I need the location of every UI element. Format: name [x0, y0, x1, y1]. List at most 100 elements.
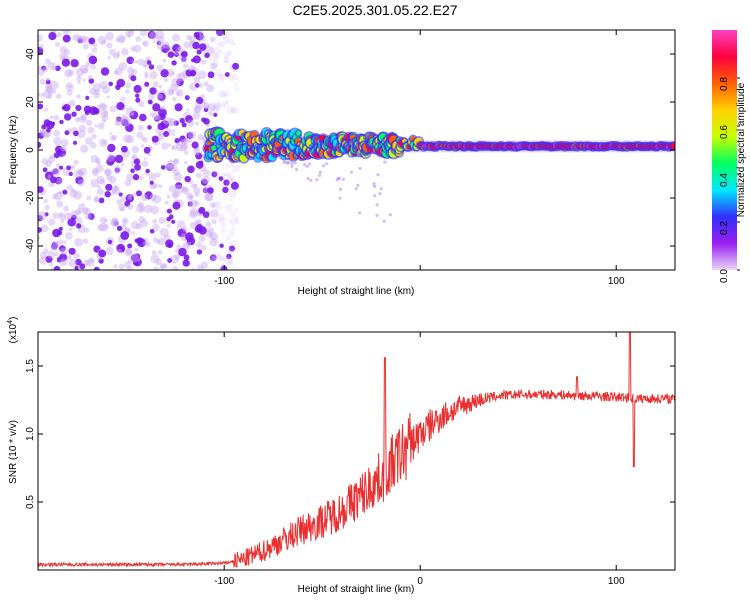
- spectrogram-noise-blob: [75, 258, 82, 266]
- spectrogram-band-blob: [211, 145, 217, 151]
- spectrogram-noise-blob: [97, 104, 101, 108]
- spectrogram-noise-blob: [60, 144, 67, 152]
- spectrogram-noise-blob: [195, 218, 202, 225]
- spectrogram-noise-blob: [161, 142, 169, 150]
- spectrogram-noise-blob: [149, 228, 155, 234]
- spectrogram-noise-blob: [68, 100, 76, 107]
- snr-ytick-label: 1.0: [25, 427, 36, 441]
- spectrogram-noise-blob: [149, 193, 157, 202]
- spectrogram-noise-blob: [107, 56, 111, 60]
- spectrogram-noise-blob: [63, 212, 72, 221]
- spectrogram-noise-blob: [171, 71, 175, 75]
- spectrogram-noise-blob: [193, 76, 201, 84]
- spectrogram-noise-blob: [188, 35, 196, 43]
- spectrogram-noise-blob: [50, 242, 60, 252]
- spectrogram-noise-blob: [223, 59, 229, 64]
- spectrogram-streak: [375, 203, 379, 207]
- spectrogram-noise-blob: [181, 186, 185, 190]
- spectrogram-noise-blob: [96, 188, 104, 196]
- spectrogram-noise-blob: [68, 247, 76, 255]
- spectrogram-noise-blob: [135, 93, 140, 98]
- spectrogram-noise-blob: [63, 49, 71, 56]
- spectrogram-noise-blob: [147, 152, 151, 157]
- spectrogram-streak: [295, 167, 299, 172]
- spectrogram-noise-blob: [217, 74, 225, 82]
- spectrogram-noise-blob: [105, 183, 113, 191]
- spectrogram-noise-blob: [126, 56, 135, 65]
- spectrogram-noise-blob: [62, 34, 71, 43]
- spectrogram-noise-blob: [231, 169, 235, 173]
- spectrogram-noise-blob: [77, 208, 83, 213]
- spectrogram-noise-blob: [70, 188, 76, 194]
- spectrogram-streak: [286, 161, 290, 165]
- spectrogram-noise-blob: [44, 204, 50, 211]
- spectrogram-noise-blob: [181, 142, 189, 151]
- spectrogram-noise-blob: [80, 116, 87, 124]
- spectrogram-noise-blob: [209, 202, 216, 208]
- spectrogram-noise-blob: [197, 134, 204, 141]
- spectrogram-noise-blob: [124, 261, 132, 269]
- spectrogram-noise-blob: [90, 154, 99, 164]
- spectrogram-noise-blob: [47, 62, 56, 70]
- spectrogram-noise-blob: [182, 259, 190, 267]
- spectrogram-noise-blob: [99, 81, 108, 89]
- spectrogram-noise-blob: [188, 195, 193, 199]
- colorbar-gradient: [712, 30, 737, 270]
- spectrogram-noise-blob: [172, 168, 180, 176]
- spectrogram-noise-blob: [168, 46, 173, 51]
- spectrogram-noise-blob: [217, 49, 223, 55]
- spectrogram-streak: [341, 177, 345, 181]
- spectrogram-noise-blob: [134, 247, 139, 252]
- spectrogram-noise-blob: [53, 136, 62, 146]
- spectrogram-noise-blob: [154, 114, 161, 121]
- spectrogram-xtick-label: -100: [214, 276, 234, 287]
- spectrogram-noise-blob: [70, 164, 76, 170]
- spectrogram-noise-blob: [55, 65, 61, 72]
- spectrogram-noise-blob: [122, 117, 131, 127]
- spectrogram-noise-blob: [156, 36, 165, 44]
- spectrogram-noise-blob: [47, 88, 55, 95]
- spectrogram-noise-blob: [39, 78, 46, 85]
- spectrogram-noise-blob: [68, 258, 77, 268]
- spectrogram-noise-blob: [168, 185, 177, 193]
- spectrogram-noise-blob: [77, 37, 83, 44]
- spectrogram-noise-blob: [38, 215, 43, 222]
- spectrogram-streak: [379, 187, 383, 191]
- spectrogram-noise-blob: [41, 65, 47, 71]
- spectrogram-noise-blob: [178, 247, 187, 257]
- spectrogram-noise-blob: [216, 30, 224, 38]
- spectrogram-noise-blob: [77, 129, 86, 139]
- spectrogram-noise-blob: [45, 87, 50, 91]
- spectrogram-noise-blob: [155, 90, 160, 96]
- spectrogram-noise-blob: [92, 169, 99, 177]
- spectrogram-noise-blob: [69, 227, 73, 231]
- spectrogram-noise-blob: [211, 105, 220, 114]
- spectrogram-noise-blob: [167, 258, 173, 263]
- spectrogram-noise-blob: [63, 240, 67, 244]
- spectrogram-noise-blob: [53, 152, 60, 159]
- spectrogram-noise-blob: [182, 226, 188, 232]
- spectrogram-noise-blob: [87, 213, 95, 220]
- spectrogram-noise-blob: [62, 189, 68, 195]
- spectrogram-noise-blob: [98, 197, 105, 204]
- spectrogram-noise-blob: [139, 219, 149, 228]
- spectrogram-noise-blob: [116, 225, 123, 232]
- spectrogram-noise-blob: [157, 92, 166, 102]
- spectrogram-noise-blob: [88, 78, 95, 84]
- spectrogram-noise-blob: [220, 227, 227, 234]
- spectrogram-noise-blob: [232, 164, 241, 173]
- spectrogram-noise-blob: [211, 171, 218, 178]
- spectrogram-noise-blob: [229, 176, 233, 181]
- spectrogram-noise-blob: [100, 39, 107, 45]
- spectrogram-noise-blob: [113, 184, 118, 189]
- spectrogram-noise-blob: [218, 176, 224, 182]
- spectrogram-noise-blob: [203, 107, 209, 113]
- spectrogram-noise-blob: [42, 132, 47, 137]
- spectrogram-noise-blob: [84, 227, 90, 233]
- spectrogram-noise-blob: [152, 219, 158, 224]
- spectrogram-band-blob: [671, 142, 675, 149]
- spectrogram-noise-blob: [203, 98, 207, 102]
- spectrogram-noise-blob: [119, 207, 124, 212]
- spectrogram-noise: [38, 30, 241, 270]
- spectrogram-noise-blob: [234, 86, 239, 91]
